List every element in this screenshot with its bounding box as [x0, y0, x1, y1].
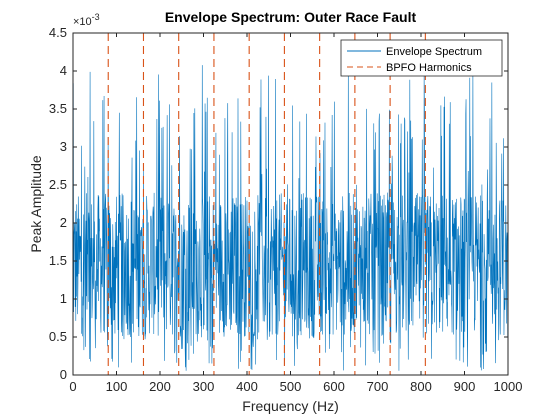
y-axis-exponent-base: ×10 — [73, 16, 92, 28]
x-tick-label: 900 — [454, 379, 476, 394]
x-tick-label: 800 — [410, 379, 432, 394]
y-axis-exponent-power: -3 — [92, 12, 100, 22]
bpfo-harmonics-series — [107, 33, 426, 375]
y-tick-label: 1.5 — [49, 253, 67, 268]
y-tick-label: 3.5 — [49, 101, 67, 116]
x-tick-label: 400 — [236, 379, 258, 394]
legend-label-bpfo-harmonics: BPFO Harmonics — [386, 62, 472, 74]
chart-title: Envelope Spectrum: Outer Race Fault — [165, 9, 417, 25]
x-tick-label: 1000 — [494, 379, 523, 394]
legend-box — [340, 39, 503, 77]
y-tick-label: 0 — [60, 367, 67, 382]
x-tick-label: 200 — [149, 379, 171, 394]
y-axis-exponent: ×10-3 — [73, 12, 100, 28]
axes-background — [73, 33, 508, 375]
y-tick-label: 4.5 — [49, 25, 67, 40]
x-tick-label: 500 — [280, 379, 302, 394]
y-axis-title: Peak Amplitude — [28, 155, 44, 252]
envelope-spectrum-series — [72, 64, 509, 371]
y-tick-label: 1 — [60, 291, 67, 306]
x-tick-label: 300 — [193, 379, 215, 394]
envelope-spectrum-line — [72, 64, 509, 371]
x-axis-title: Frequency (Hz) — [242, 398, 338, 414]
legend-label-envelope-spectrum: Envelope Spectrum — [386, 46, 482, 58]
legend: Envelope Spectrum BPFO Harmonics — [340, 39, 503, 77]
y-tick-label: 3 — [60, 139, 67, 154]
x-tick-label: 0 — [69, 379, 76, 394]
x-tick-label: 100 — [106, 379, 128, 394]
x-axis-ticks: 0 100 200 300 400 500 600 700 800 900 1000 — [69, 33, 522, 394]
x-tick-label: 600 — [323, 379, 345, 394]
y-tick-label: 2 — [60, 215, 67, 230]
y-tick-label: 2.5 — [49, 177, 67, 192]
y-tick-label: 0.5 — [49, 329, 67, 344]
y-tick-label: 4 — [60, 63, 67, 78]
plot-area: 0 100 200 300 400 500 600 700 800 900 1000 0 0.5 1 1.… — [49, 25, 523, 394]
x-tick-label: 700 — [367, 379, 389, 394]
y-axis-ticks: 0 0.5 1 1.5 2 2.5 3 3.5 4 4.5 — [49, 25, 508, 382]
